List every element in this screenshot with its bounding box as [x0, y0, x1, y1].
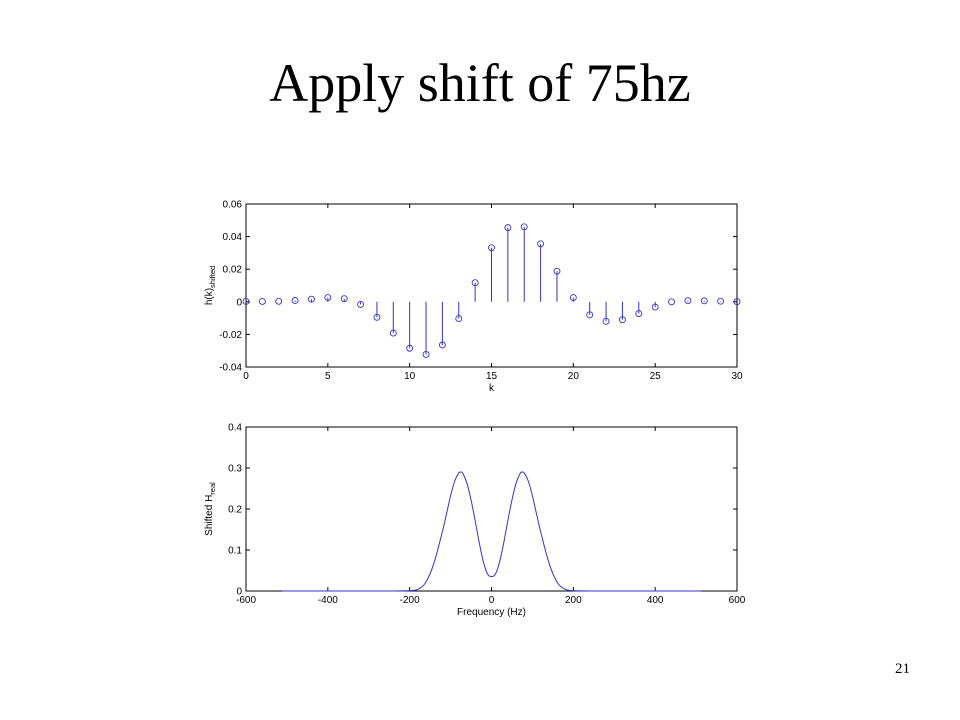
x-tick-label: 15: [486, 371, 498, 382]
stem-marker: [406, 344, 414, 352]
stem-marker: [389, 329, 397, 337]
stem-marker: [422, 350, 430, 358]
x-tick-label: 5: [325, 371, 331, 382]
x-tick-label: -200: [400, 595, 420, 606]
stem-marker: [586, 311, 594, 319]
series-line: [282, 471, 701, 592]
stem-marker: [602, 317, 610, 325]
stem-marker: [275, 297, 283, 305]
x-tick-label: 30: [731, 371, 743, 382]
y-tick-label: 0.02: [223, 265, 243, 276]
stem-marker: [291, 297, 299, 304]
stem-marker: [324, 294, 332, 302]
x-tick-label: -400: [318, 595, 338, 606]
stem-marker: [684, 297, 692, 305]
stem-marker: [488, 244, 495, 252]
stem-marker: [635, 310, 643, 317]
stem-chart: 0 5 10 15 20 25 30 -0.04 -0.02 0 0.02 0.04 0.06 k h(k)…: [204, 200, 743, 395]
x-axis-label: Frequency (Hz): [457, 607, 526, 618]
x-axis-label: k: [489, 383, 495, 394]
stem-marker: [717, 297, 725, 305]
x-tick-label: -600: [236, 595, 256, 606]
plot-frame: [245, 426, 738, 592]
stem-marker: [357, 300, 365, 308]
slide-title: Apply shift of 75hz: [269, 53, 691, 113]
y-tick-label: -0.02: [219, 330, 242, 341]
y-axis-label: h(k)shifted: [204, 266, 217, 305]
x-tick-label: 20: [568, 371, 580, 382]
stem-marker: [504, 224, 512, 232]
stem-marker: [700, 297, 708, 305]
stem-marker: [258, 298, 266, 305]
stem-marker: [651, 303, 659, 311]
x-tick-label: 200: [565, 595, 582, 606]
y-tick-label: 0.06: [223, 200, 243, 211]
y-tick-label: 0.3: [228, 464, 242, 475]
frequency-line-chart: -600 -400 -200 0 200 400 600 0 0.1 0.2 0.3 0.4 Frequ…: [204, 423, 746, 619]
stem-marker: [340, 295, 348, 303]
stem-marker: [618, 316, 626, 324]
stem-marker: [438, 341, 446, 349]
stem-marker: [569, 294, 577, 302]
stem-marker: [668, 298, 675, 306]
stem-marker: [471, 279, 479, 287]
x-tick-label: 0: [243, 371, 249, 382]
y-tick-label: -0.04: [219, 363, 242, 374]
x-tick-label: 10: [404, 371, 416, 382]
stem-marker: [553, 267, 561, 275]
y-tick-label: 0.4: [228, 423, 242, 434]
y-tick-label: 0.2: [228, 505, 242, 516]
stem-marker: [537, 240, 545, 248]
x-tick-label: 25: [650, 371, 662, 382]
y-tick-label: 0.1: [228, 546, 242, 557]
x-tick-label: 600: [729, 595, 746, 606]
slide-number: 21: [895, 661, 910, 677]
stem-marker: [242, 298, 250, 305]
y-axis-label: Shifted Hreal: [204, 482, 217, 536]
y-tick-label: 0.04: [223, 232, 243, 243]
stem-marker: [733, 298, 741, 306]
y-tick-label: 0: [236, 587, 242, 598]
stem-marker: [308, 295, 315, 303]
stem-marker: [520, 223, 528, 231]
x-tick-label: 400: [647, 595, 664, 606]
y-tick-label: 0: [236, 297, 242, 308]
stem-marker: [373, 313, 381, 321]
x-tick-label: 0: [489, 595, 495, 606]
stem-marker: [455, 315, 463, 323]
